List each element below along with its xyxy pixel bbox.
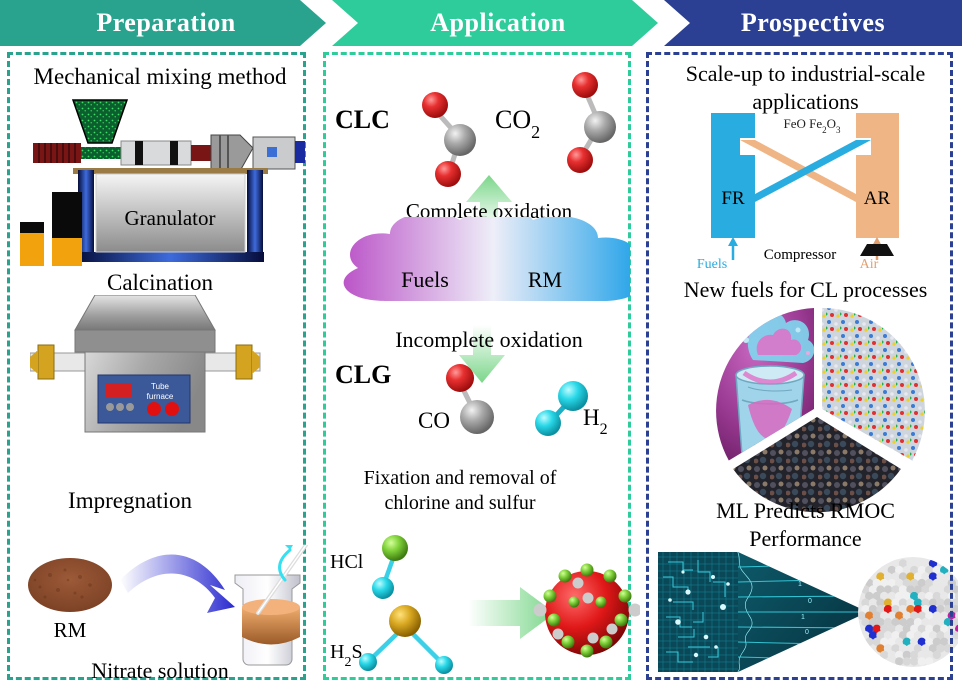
svg-text:H2: H2 <box>583 405 608 438</box>
svg-text:CLG: CLG <box>335 360 391 389</box>
svg-text:Fuels: Fuels <box>401 267 449 292</box>
svg-text:Tube: Tube <box>151 382 169 391</box>
svg-text:HCl: HCl <box>330 551 364 573</box>
svg-text:RM: RM <box>528 267 562 292</box>
svg-text:CO: CO <box>418 408 450 433</box>
svg-text:Incomplete oxidation: Incomplete oxidation <box>395 327 583 352</box>
svg-text:H2S: H2S <box>330 641 363 670</box>
svg-text:furnace: furnace <box>147 392 174 401</box>
svg-text:Granulator: Granulator <box>125 206 216 230</box>
svg-text:CO2: CO2 <box>495 105 540 142</box>
svg-text:RM: RM <box>54 618 87 642</box>
svg-text:CLC: CLC <box>335 105 390 134</box>
